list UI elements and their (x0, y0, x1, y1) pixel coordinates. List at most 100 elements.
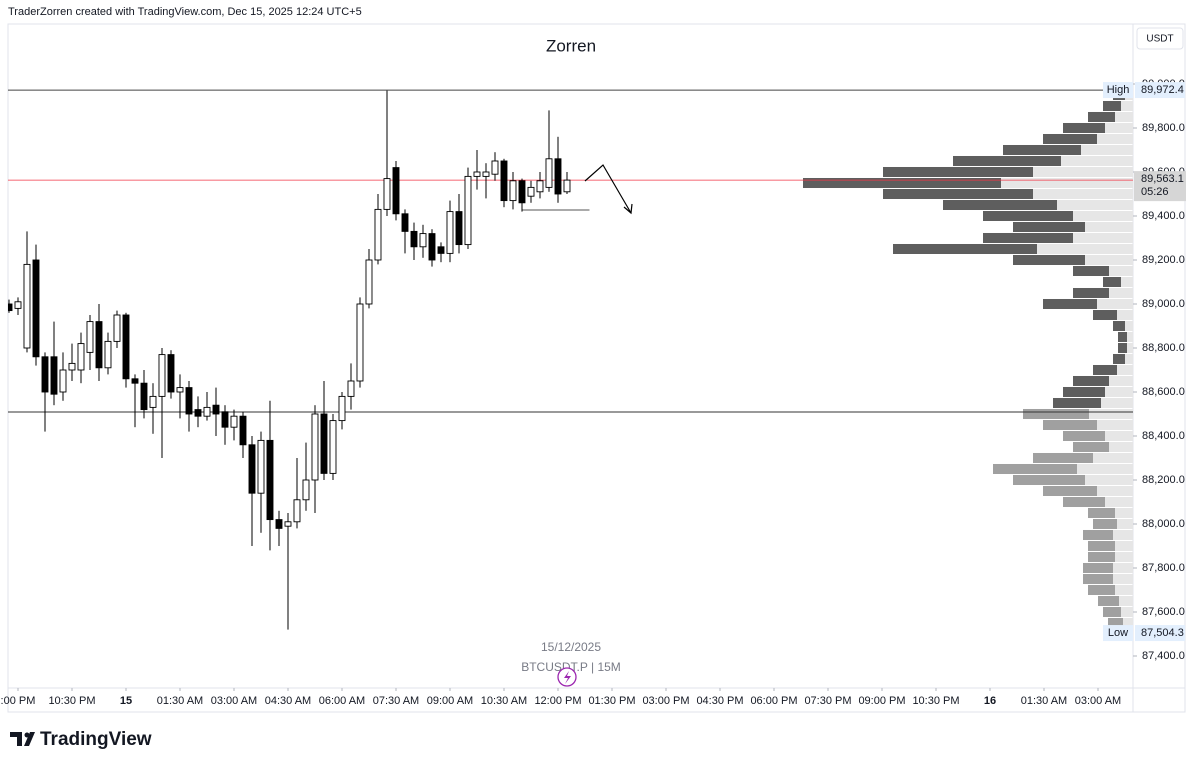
profile-light (1101, 397, 1133, 408)
profile-light (1001, 177, 1133, 188)
profile-dark (1088, 551, 1115, 562)
profile-dark (1093, 364, 1117, 375)
profile-dark (1013, 474, 1085, 485)
profile-dark (983, 232, 1073, 243)
candle-body (545, 158, 553, 188)
logo-dot (24, 732, 30, 738)
high-box (1135, 82, 1185, 99)
candle-body (329, 420, 337, 474)
profile-dark (983, 210, 1073, 221)
logo-text: TradingView (40, 729, 152, 750)
candle-body (248, 444, 256, 494)
candle-body (104, 340, 112, 369)
candle-body (473, 171, 481, 177)
profile-light (1113, 562, 1133, 573)
profile-light (1085, 474, 1133, 485)
x-tick-label: :00 PM (1, 695, 36, 707)
candle-body (482, 171, 490, 177)
candle-body (41, 356, 49, 393)
profile-light (1089, 408, 1133, 419)
profile-dark (1063, 430, 1105, 441)
candle-body (23, 263, 31, 349)
event-icon-bolt (564, 671, 571, 684)
profile-light (1077, 463, 1133, 474)
candle-body (401, 213, 409, 232)
candle-body (149, 395, 157, 408)
symbol-label: BTCUSDT.P | 15M (521, 660, 621, 674)
profile-light (1121, 100, 1133, 111)
profile-light (1115, 551, 1133, 562)
profile-dark (1088, 111, 1115, 122)
low-label: 87,504.3 (1141, 627, 1184, 639)
candle-body (527, 186, 535, 197)
profile-dark (1093, 309, 1117, 320)
x-tick-label: 07:30 AM (373, 695, 419, 707)
profile-dark (1093, 518, 1117, 529)
candle-body (221, 411, 229, 428)
profile-light (1109, 441, 1133, 452)
x-tick-label: 03:00 PM (642, 695, 689, 707)
profile-light (1085, 221, 1133, 232)
plot-area (8, 89, 1133, 630)
x-tick-label: 15 (120, 695, 132, 707)
last-price-label: 89,563.1 (1141, 173, 1184, 185)
profile-dark (1063, 496, 1105, 507)
currency[interactable]: USDT (1146, 34, 1173, 45)
high-label: 89,972.4 (1141, 84, 1184, 96)
profile-light (1121, 606, 1133, 617)
profile-light (1033, 188, 1133, 199)
date-label: 15/12/2025 (541, 640, 601, 654)
candle-body (140, 382, 148, 411)
y-tick-label: 87,400.0 (1142, 650, 1185, 662)
profile-dark (1063, 122, 1105, 133)
candle-body (230, 415, 238, 428)
profile-dark (883, 166, 1033, 177)
profile-dark (1113, 353, 1125, 364)
candle-body (311, 413, 319, 481)
profile-dark (1073, 287, 1109, 298)
y-tick-label: 89,400.0 (1142, 210, 1185, 222)
profile-light (1073, 232, 1133, 243)
candle-body (194, 409, 202, 417)
candle-body (428, 233, 436, 261)
x-tick-label: 09:00 PM (858, 695, 905, 707)
candle-body (446, 211, 454, 254)
profile-light (1105, 430, 1133, 441)
profile-light (1081, 144, 1133, 155)
x-tick-label: 09:00 AM (427, 695, 473, 707)
profile-light (1037, 243, 1133, 254)
candle-body (185, 387, 193, 415)
y-tick-label: 87,800.0 (1142, 562, 1185, 574)
candle-body (266, 439, 274, 521)
projection-arrow (584, 164, 632, 214)
profile-dark (1023, 408, 1089, 419)
profile-light (1109, 375, 1133, 386)
candle-body (158, 354, 166, 397)
x-tick-label: 10:30 AM (481, 695, 527, 707)
y-tick-label: 88,600.0 (1142, 386, 1185, 398)
profile-light (1115, 584, 1133, 595)
currency-box[interactable] (1136, 27, 1184, 50)
candle-body (320, 413, 328, 474)
logo: TradingView (10, 729, 152, 750)
candle-body (167, 354, 175, 393)
candle-body (347, 380, 355, 397)
header: TraderZorren created with TradingView.co… (8, 6, 362, 18)
y-tick-label: 89,000.0 (1142, 298, 1185, 310)
x-tick-label: 06:00 AM (319, 695, 365, 707)
candle-body (284, 521, 292, 527)
profile-light (1057, 199, 1133, 210)
profile-light (1105, 496, 1133, 507)
profile-dark (1098, 595, 1119, 606)
profile-dark (1013, 221, 1085, 232)
profile-light (1121, 276, 1133, 287)
profile-dark (883, 188, 1033, 199)
profile-light (1117, 364, 1133, 375)
profile-light (1097, 298, 1133, 309)
profile-dark (1043, 419, 1097, 430)
candle-body (239, 415, 247, 446)
profile-dark (1083, 529, 1113, 540)
profile-dark (1088, 584, 1115, 595)
candle-body (410, 230, 418, 248)
candle-body (455, 211, 463, 246)
